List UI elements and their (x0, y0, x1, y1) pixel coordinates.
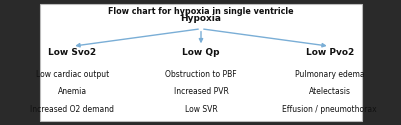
Text: Obstruction to PBF: Obstruction to PBF (165, 70, 236, 79)
Text: Pulmonary edema: Pulmonary edema (294, 70, 364, 79)
FancyBboxPatch shape (40, 4, 361, 121)
Text: Low Qp: Low Qp (182, 48, 219, 57)
Text: Increased PVR: Increased PVR (173, 88, 228, 96)
Text: Hypoxia: Hypoxia (180, 14, 221, 23)
Text: Low Pvo2: Low Pvo2 (305, 48, 353, 57)
Text: Low cardiac output: Low cardiac output (36, 70, 109, 79)
Text: Flow chart for hypoxia in single ventricle: Flow chart for hypoxia in single ventric… (108, 7, 293, 16)
Text: Effusion / pneumothorax: Effusion / pneumothorax (282, 105, 376, 114)
Text: Low SVR: Low SVR (184, 105, 217, 114)
Text: Low Svo2: Low Svo2 (48, 48, 96, 57)
Text: Atelectasis: Atelectasis (308, 88, 350, 96)
Text: Increased O2 demand: Increased O2 demand (30, 105, 114, 114)
Text: Anemia: Anemia (58, 88, 87, 96)
